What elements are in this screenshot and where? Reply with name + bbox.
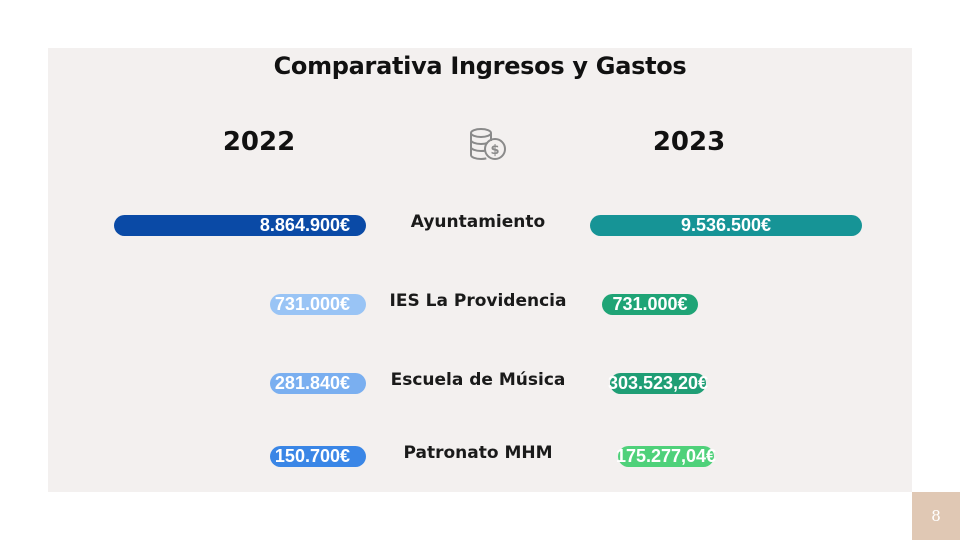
bar-2023-1: 731.000€ [602,293,698,315]
category-label: Ayuntamiento [410,212,546,232]
bar-value-label: 175.277,04€ [615,445,717,466]
bar-value-label: 731.000€ [274,293,350,314]
bar-value-label: 731.000€ [612,293,688,314]
bar-value-label: 150.700€ [274,445,350,466]
bar-2022-0: 8.864.900€ [114,214,366,236]
bar-value-label: 303.523,20€ [607,372,709,393]
bar-2022-3: 150.700€ [270,445,366,467]
bar-2023-3: 175.277,04€ [615,445,717,467]
year-2022-label: 2022 [222,127,296,157]
bar-2022-2: 281.840€ [270,372,366,394]
bar-value-label: 9.536.500€ [680,214,772,235]
category-label: IES La Providencia [389,291,567,311]
bar-2023-0: 9.536.500€ [590,214,862,236]
bar-2023-2: 303.523,20€ [607,372,709,394]
bar-value-label: 8.864.900€ [259,214,350,235]
coins-dollar-icon: $ [470,128,506,161]
bar-value-label: 281.840€ [274,372,350,393]
bar-2022-1: 731.000€ [270,293,366,315]
category-label: Escuela de Música [390,370,566,390]
chart-panel [48,48,912,492]
svg-text:$: $ [490,143,499,158]
year-2023-label: 2023 [652,127,726,157]
page-number: 8 [912,492,960,540]
category-label: Patronato MHM [403,443,553,463]
chart-title: Comparativa Ingresos y Gastos [273,52,687,80]
